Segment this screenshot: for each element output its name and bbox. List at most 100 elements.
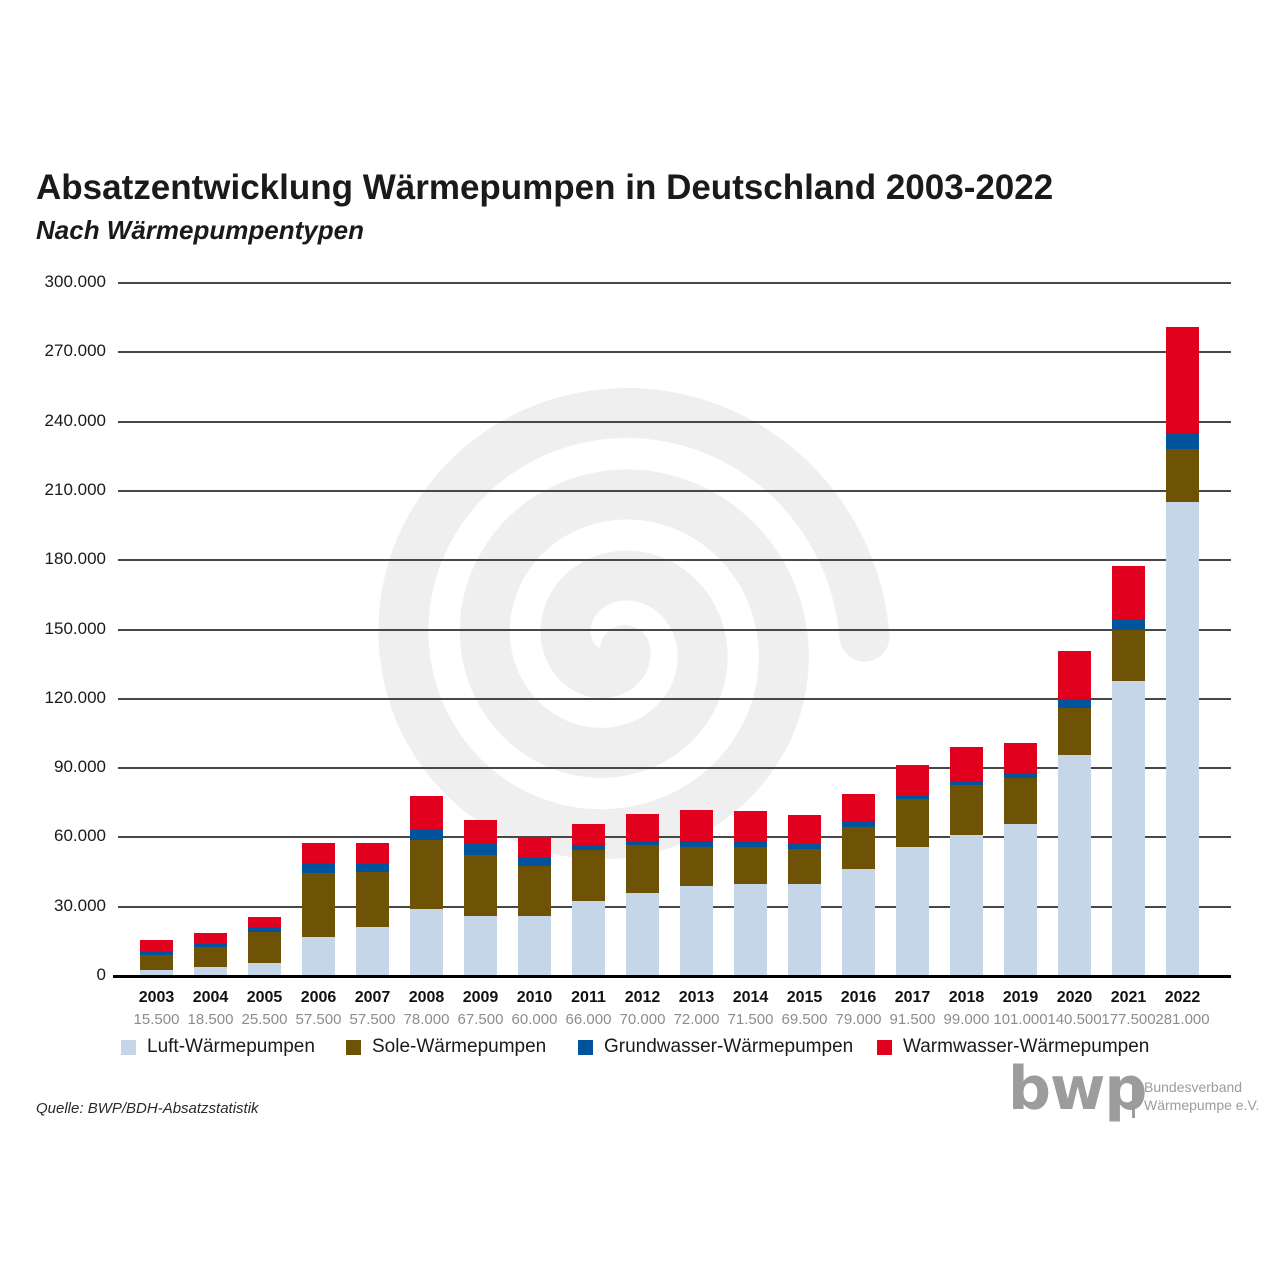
bwp-logo-text: bwp (1008, 1054, 1147, 1124)
bar-segment-2004 (194, 966, 227, 976)
bar-segment-2017 (896, 799, 929, 847)
bar-segment-2019 (1004, 778, 1037, 824)
x-tick-year: 2009 (462, 989, 499, 1006)
bar-segment-2007 (356, 927, 389, 976)
x-tick-year: 2017 (894, 989, 931, 1006)
x-tick-total: 57.500 (295, 1011, 342, 1028)
bar-segment-2017 (896, 795, 929, 800)
legend-label-4: Warmwasser-Wärmepumpen (903, 1036, 1150, 1057)
x-tick-total: 78.000 (403, 1011, 450, 1028)
bar-segment-2018 (950, 780, 983, 786)
bar-segment-2012 (626, 814, 659, 841)
legend-swatch-2 (346, 1040, 361, 1055)
x-tick-total: 18.500 (187, 1011, 234, 1028)
x-tick-total: 281.000 (1155, 1011, 1210, 1028)
x-tick-year: 2012 (624, 989, 661, 1006)
y-tick-label: 300.000 (44, 272, 106, 291)
y-tick-label: 90.000 (54, 757, 106, 777)
bar-segment-2014 (734, 842, 767, 847)
bar-segment-2008 (410, 839, 443, 909)
page-subtitle: Nach Wärmepumpentypen (36, 215, 364, 245)
x-tick-year: 2005 (246, 989, 283, 1006)
bar-segment-2013 (680, 809, 713, 841)
bar-segment-2014 (734, 846, 767, 884)
gridline (118, 628, 1231, 631)
x-tick-year: 2016 (840, 989, 877, 1006)
bar-segment-2013 (680, 840, 713, 847)
bar-segment-2006 (302, 843, 335, 863)
x-tick-year: 2018 (948, 989, 985, 1006)
bar-segment-2018 (950, 747, 983, 781)
x-tick-year: 2010 (516, 989, 553, 1006)
x-tick-year: 2011 (571, 989, 606, 1006)
legend-swatch-4 (877, 1040, 892, 1055)
bar-segment-2020 (1058, 698, 1091, 709)
bar-segment-2009 (464, 915, 497, 976)
bar-segment-2022 (1166, 502, 1199, 976)
gridline (118, 351, 1231, 354)
x-tick-year: 2003 (138, 989, 175, 1006)
bar-segment-2005 (248, 963, 281, 976)
bar-segment-2011 (572, 900, 605, 976)
bar-segment-2018 (950, 785, 983, 836)
x-tick-total: 15.500 (133, 1011, 180, 1028)
bar-segment-2007 (356, 863, 389, 873)
x-tick-year: 2007 (354, 989, 391, 1006)
bar-segment-2003 (140, 955, 173, 971)
x-tick-total: 25.500 (241, 1011, 288, 1028)
bar-segment-2016 (842, 868, 875, 976)
bar-segment-2004 (194, 947, 227, 967)
bar-segment-2013 (680, 846, 713, 886)
legend-swatch-1 (121, 1040, 136, 1055)
bar-segment-2015 (788, 844, 821, 849)
bar-segment-2015 (788, 815, 821, 845)
y-tick-label: 210.000 (44, 479, 106, 499)
x-tick-year: 2022 (1164, 989, 1201, 1006)
x-tick-total: 79.000 (835, 1011, 882, 1028)
x-tick-total: 67.500 (457, 1011, 504, 1028)
bar-segment-2013 (680, 885, 713, 976)
bar-segment-2010 (518, 915, 551, 976)
x-tick-year: 2015 (786, 989, 823, 1006)
y-tick-label: 0 (96, 965, 106, 984)
bar-segment-2016 (842, 821, 875, 827)
bar-segment-2007 (356, 872, 389, 928)
logo-org-line1: Bundesverband (1144, 1079, 1243, 1095)
bar-segment-2004 (194, 943, 227, 948)
x-tick-total: 71.500 (727, 1011, 774, 1028)
bar-segment-2003 (140, 970, 173, 976)
legend-label-3: Grundwasser-Wärmepumpen (604, 1036, 854, 1057)
bar-segment-2011 (572, 823, 605, 846)
bar-segment-2012 (626, 892, 659, 976)
bar-segment-2019 (1004, 742, 1037, 773)
x-tick-year: 2006 (300, 989, 337, 1006)
bwp-logo: bwp Bundesverband Wärmepumpe e.V. (1008, 1054, 1259, 1128)
x-tick-year: 2013 (678, 989, 715, 1006)
x-tick-total: 72.000 (673, 1011, 720, 1028)
gridline (118, 559, 1231, 562)
bar-segment-2012 (626, 840, 659, 846)
x-tick-total: 70.000 (619, 1011, 666, 1028)
bar-segment-2012 (626, 845, 659, 893)
bar-segment-2015 (788, 848, 821, 884)
x-tick-year: 2008 (408, 989, 445, 1006)
bar-segment-2021 (1112, 565, 1145, 621)
bar-segment-2006 (302, 873, 335, 937)
bar-segment-2006 (302, 936, 335, 976)
bar-segment-2008 (410, 830, 443, 840)
bar-segment-2005 (248, 932, 281, 964)
bar-segment-2019 (1004, 823, 1037, 976)
x-tick-year: 2020 (1056, 989, 1093, 1006)
x-tick-total: 66.000 (565, 1011, 612, 1028)
y-tick-label: 270.000 (44, 341, 106, 361)
gridline (118, 489, 1231, 492)
bar-segment-2021 (1112, 620, 1145, 630)
bar-segment-2017 (896, 764, 929, 796)
bar-segment-2007 (356, 843, 389, 864)
bar-segment-2021 (1112, 629, 1145, 682)
gridline (118, 420, 1231, 423)
bar-segment-2020 (1058, 708, 1091, 756)
bar-segment-2019 (1004, 772, 1037, 779)
bar-segment-2009 (464, 854, 497, 916)
